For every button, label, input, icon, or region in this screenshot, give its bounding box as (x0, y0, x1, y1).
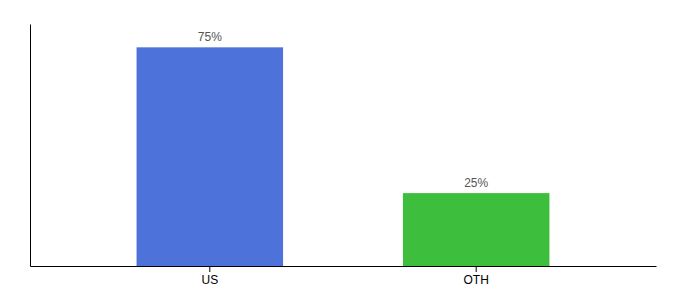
x-tick-label: OTH (464, 273, 489, 287)
x-tick-label: US (201, 273, 218, 287)
x-tick-mark (476, 266, 477, 272)
y-axis-line (30, 25, 31, 267)
y-axis (30, 25, 31, 267)
x-axis-line (31, 266, 657, 267)
plot: 75% 25% US OTH (31, 25, 657, 287)
bars (137, 47, 550, 266)
x-tick: US (201, 266, 218, 287)
chart: 75% 25% US OTH (0, 0, 680, 300)
x-axis: US OTH (31, 266, 657, 287)
x-tick: OTH (464, 266, 489, 287)
bar (137, 47, 284, 266)
data-labels: 75% 25% (198, 30, 489, 190)
x-tick-mark (209, 266, 210, 272)
data-label: 75% (198, 30, 222, 44)
data-label: 25% (464, 176, 488, 190)
bar (403, 193, 550, 266)
